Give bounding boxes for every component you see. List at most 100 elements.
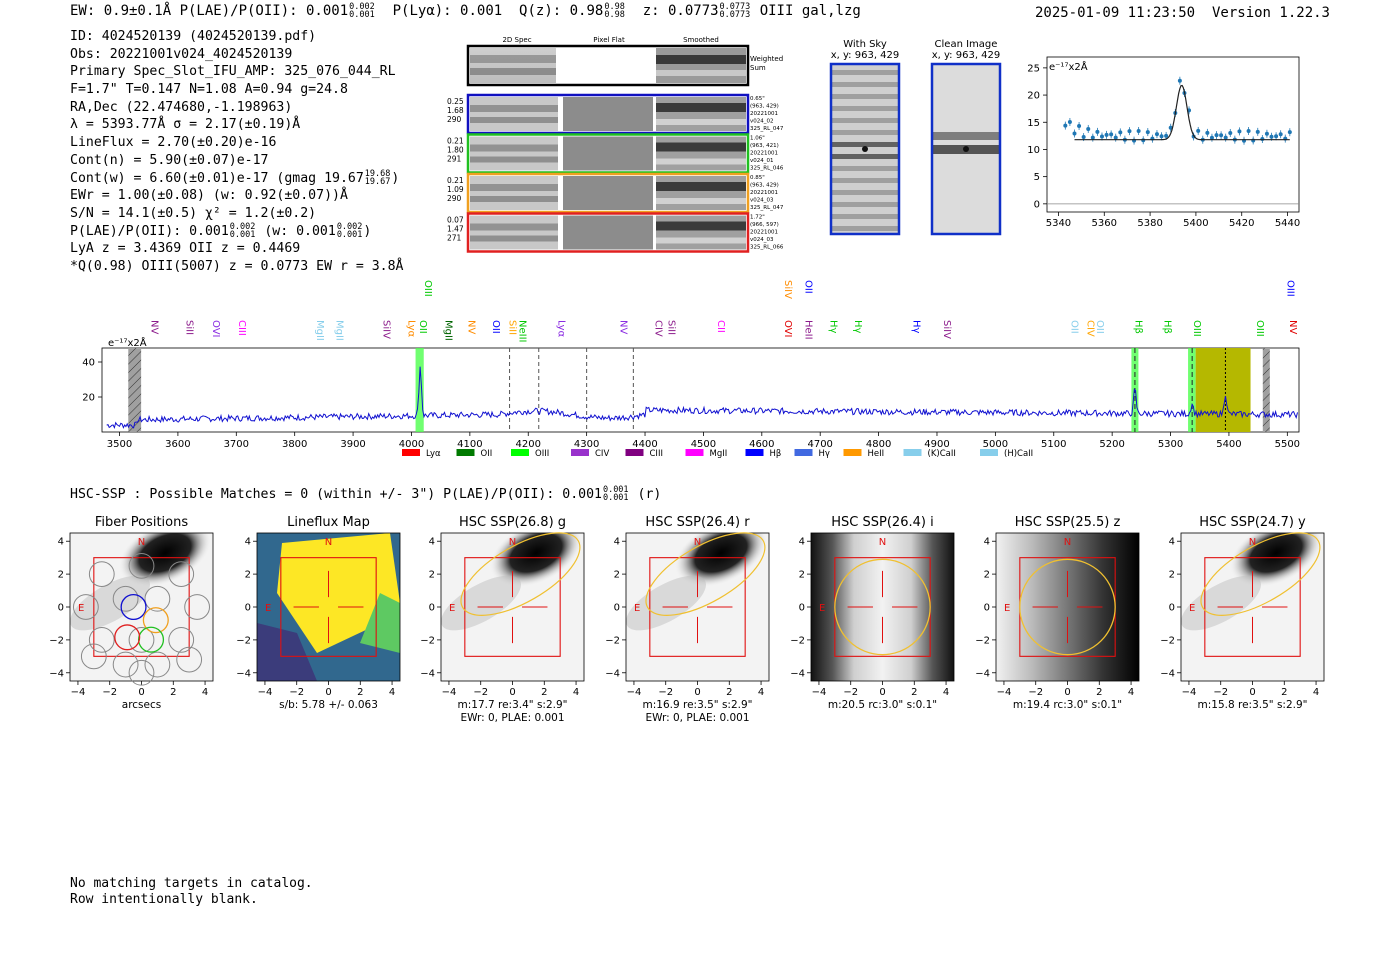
zoom-data-point [1136, 128, 1141, 133]
hsc-north-label: N [694, 537, 701, 548]
hsc-xtick-label: 4 [943, 687, 949, 698]
spectrum-xtick-label: 5000 [983, 439, 1008, 450]
cutout-smoothed [656, 176, 746, 210]
fiber-blue [120, 593, 147, 621]
hsc-panel-caption: arcsecs [122, 699, 161, 711]
info-lineflux: LineFlux = 2.70(±0.20)e-16 [70, 135, 277, 151]
info-cont-w: Cont(w) = 6.60(±0.01)e-17 (gmag 19.67 [70, 170, 364, 186]
cutout-row-left-label: 0.21 [447, 176, 464, 185]
hsc-ytick-label: −4 [975, 668, 990, 679]
zoom-data-point [1255, 129, 1260, 134]
cutout-row-left-label: 1.68 [447, 106, 464, 115]
cutout-row-left-label: 290 [447, 194, 462, 203]
cutout-row-right-label: 20221001 [750, 190, 778, 196]
zoom-data-point [1223, 135, 1228, 140]
cutout-row-right-label: v024_03 [750, 198, 774, 204]
spectrum-line-label: HeII [803, 320, 814, 340]
info-obs: Obs: 20221001v024_4024520139 [70, 46, 293, 62]
hsc-ytick-label: −4 [420, 668, 435, 679]
zoom-data-point [1269, 134, 1274, 139]
zoom-data-point [1077, 123, 1082, 128]
info-lambda-sigma: λ = 5393.77Å σ = 2.17(±0.19)Å [70, 117, 301, 133]
hsc-ytick-label: 0 [984, 603, 990, 614]
line-zoom-plot: e⁻¹⁷x2Å 25 20 15 10 5 0 5340 5360 5380 5400 5420 5… [1027, 56, 1300, 229]
hsc-xtick-label: −2 [843, 687, 858, 698]
spectrum-line-label: CIV [1085, 320, 1096, 337]
hsc-ytick-label: 4 [984, 537, 990, 548]
hsc-panel-caption: s/b: 5.78 +/- 0.063 [279, 699, 378, 711]
catalog-footer: No matching targets in catalog. Row inten… [70, 876, 313, 907]
zoom-ytick-label: 25 [1027, 63, 1040, 74]
hsc-panel-caption: EWr: 0, PLAE: 0.001 [645, 712, 749, 724]
zoom-xtick-label: 5400 [1183, 218, 1208, 229]
hsc-ytick-label: 2 [799, 570, 805, 581]
header-datetime: 2025-01-09 11:23:50 [1034, 5, 1196, 21]
hsc-xtick-label: 0 [1064, 687, 1070, 698]
hsc-xtick-label: −4 [997, 687, 1012, 698]
zoom-data-point [1251, 138, 1256, 143]
hsc-panel: HSC SSP(26.4) r 4 2 0 −2 −4 −4 −2 0 2 4 N Em:16.9 re… [605, 515, 770, 724]
hsc-panel-title: HSC SSP(24.7) y [1199, 515, 1306, 530]
hsc-panel-title: Lineflux Map [287, 515, 370, 530]
spectrum-line-label: OVI [782, 320, 793, 338]
zoom-data-point [1287, 130, 1292, 135]
hsc-xtick-label: 2 [911, 687, 917, 698]
info-plae: P(LAE)/P(OII): 0.001 [70, 223, 229, 239]
legend-label: (H)CaII [1004, 449, 1033, 459]
legend-label: HeII [868, 449, 885, 459]
with-sky-title: With Sky [843, 39, 887, 50]
legend-label: MgII [710, 449, 728, 459]
hsc-north-label: N [1249, 537, 1256, 548]
hsc-north-label: N [325, 537, 332, 548]
hsc-xtick-label: 0 [694, 687, 700, 698]
hsc-xtick-label: −4 [812, 687, 827, 698]
legend-label: CIV [595, 449, 609, 459]
cutout-row-right-label: 1.72" [750, 215, 765, 221]
hsc-panel: Lineflux Map 4 2 0 −2 −4 −4 −2 0 2 4 N Es/b: 5.78 +/… [236, 515, 401, 711]
spectrum-line-label: Lyα [556, 320, 567, 338]
hsc-ytick-label: −2 [605, 635, 620, 646]
cutout-row-right-label: (963, 429) [750, 104, 779, 110]
hsc-ytick-label: −2 [975, 635, 990, 646]
hsc-north-label: N [138, 537, 145, 548]
hsc-xtick-label: 0 [138, 687, 144, 698]
zoom-fit-curve [1074, 84, 1290, 141]
weighted-2dspec [470, 48, 556, 83]
zoom-data-point [1145, 130, 1150, 135]
spectrum-line-label: NeIII [516, 320, 527, 342]
spectrum-line-label: OII [1094, 320, 1105, 334]
legend-label: Lyα [426, 449, 441, 459]
spectrum-line-label: Hγ [911, 320, 922, 334]
spectrum-xtick-label: 5100 [1041, 439, 1066, 450]
spectrum-line-label: NV [1287, 320, 1298, 334]
hsc-ytick-label: 0 [1169, 603, 1175, 614]
spectrum-line-label: OII [490, 320, 501, 334]
cutout-pixelflat [563, 136, 653, 171]
legend-label: (K)CaII [928, 449, 956, 459]
hsc-ytick-label: 4 [799, 537, 805, 548]
cutout-row-right-label: 0.65" [750, 96, 765, 102]
zoom-data-point [1118, 130, 1123, 135]
spectrum-line-label: SiIV [380, 320, 391, 339]
cutout-panel: 2D Spec Pixel Flat Smoothed Weighted Sum… [447, 36, 784, 253]
clean-image-panel: Clean Image x, y: 963, 429 [930, 39, 1002, 236]
legend-swatch [402, 449, 420, 456]
hsc-panel-title: HSC SSP(26.8) g [459, 515, 566, 530]
hsc-xtick-label: 4 [1313, 687, 1319, 698]
zoom-data-point [1237, 129, 1242, 134]
cutout-row-right-label: 325_RL_047 [750, 205, 784, 211]
header-plae-frac: 0.002 0.001 [349, 2, 375, 20]
hsc-panel-caption: m:16.9 re:3.5" s:2.9" [643, 699, 753, 711]
spectrum-xtick-label: 3900 [340, 439, 365, 450]
fiber-green [137, 626, 165, 653]
legend-swatch [843, 449, 862, 456]
zoom-unit-label: e⁻¹⁷x2Å [1049, 60, 1088, 73]
hsc-panel-title: HSC SSP(26.4) r [645, 515, 750, 530]
hsc-xtick-label: 4 [573, 687, 579, 698]
cutout-row-right-label: (963, 421) [750, 143, 779, 149]
legend-label: CIII [650, 449, 663, 459]
line-band-oiii [415, 348, 424, 432]
header-z-frac: 0.0773 0.0773 [719, 2, 751, 20]
